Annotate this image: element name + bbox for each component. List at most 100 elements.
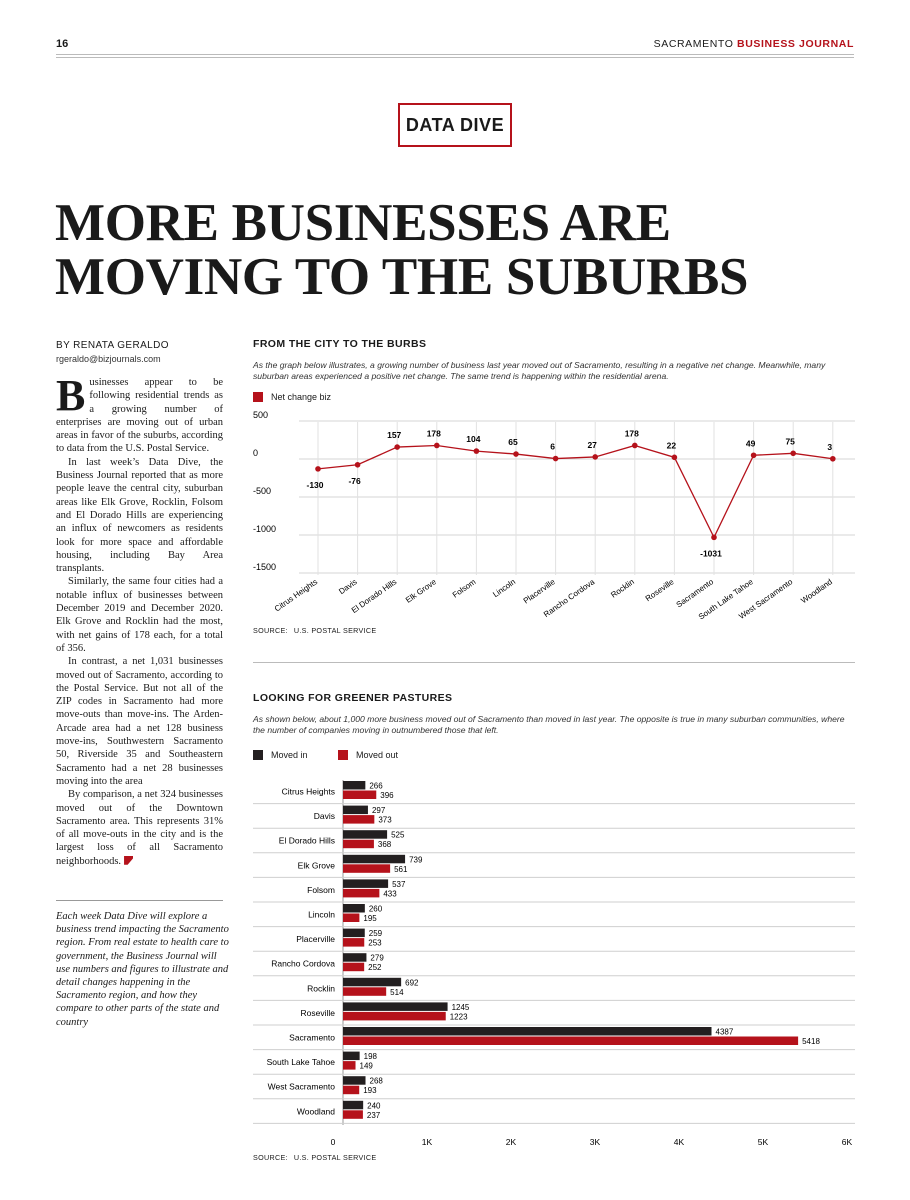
bar-chart-category-label: Rocklin xyxy=(307,983,335,993)
bar-chart-bar xyxy=(343,1027,712,1036)
line-chart-data-label: -76 xyxy=(348,476,361,486)
line-chart-point xyxy=(790,450,796,457)
bar-chart-bar xyxy=(343,830,388,839)
bar-chart-bar xyxy=(343,790,377,799)
bar-chart-x-tick-label: 4K xyxy=(674,1137,685,1147)
line-chart-point xyxy=(434,442,440,449)
bar-chart-category-label: Roseville xyxy=(301,1008,336,1018)
bar-chart-bar xyxy=(343,953,367,962)
bar-chart-category-label: Folsom xyxy=(307,885,335,895)
kicker-box: DATA DIVE xyxy=(398,103,512,147)
bar-chart-bar xyxy=(343,987,387,996)
bar-chart-category-label: Placerville xyxy=(296,934,335,944)
masthead-brand: BUSINESS JOURNAL xyxy=(737,38,854,50)
bar-chart-value-label: 279 xyxy=(370,954,384,963)
legend-moved-out-label: Moved out xyxy=(356,750,399,760)
line-chart-point xyxy=(315,466,321,472)
bar-chart-bar xyxy=(343,888,380,898)
bar-chart-value-label: 525 xyxy=(391,831,405,840)
bar-chart-value-label: 514 xyxy=(390,988,404,997)
line-chart-x-tick-label: Rocklin xyxy=(609,577,636,599)
bar-chart-bar xyxy=(343,1100,364,1110)
bar-chart-category-label: Sacramento xyxy=(289,1033,335,1043)
bar-chart-bar xyxy=(343,815,375,824)
bar-chart-value-label: 373 xyxy=(378,816,392,825)
bar-chart-source: SOURCE: U.S. POSTAL SERVICE xyxy=(253,1153,377,1162)
line-chart-y-tick-label: -1500 xyxy=(253,562,276,572)
line-chart-data-label: 104 xyxy=(466,434,480,444)
line-chart-x-tick-label: Elk Grove xyxy=(404,577,438,605)
bar-chart-bar xyxy=(343,1051,360,1061)
article-paragraph-4: In contrast, a net 1,031 businesses move… xyxy=(56,656,223,787)
line-chart-data-label: 178 xyxy=(427,428,441,438)
legend-moved-in-swatch xyxy=(253,750,263,760)
bar-chart-bar xyxy=(343,781,366,790)
byline-email[interactable]: rgeraldo@bizjournals.com xyxy=(56,354,161,364)
end-mark-icon xyxy=(124,855,134,865)
bar-chart-value-label: 149 xyxy=(360,1062,374,1071)
line-chart-x-tick-label: Sacramento xyxy=(675,577,716,609)
line-chart-point xyxy=(632,442,638,449)
sidebar-note: Each week Data Dive will explore a busin… xyxy=(56,911,229,1028)
byline: BY RENATA GERALDO xyxy=(56,340,169,351)
bar-chart-value-label: 237 xyxy=(367,1111,381,1120)
article-paragraph-3: Similarly, the same four cities had a no… xyxy=(56,576,223,654)
legend-net-change-swatch xyxy=(253,392,263,402)
bar-chart-bar xyxy=(343,805,368,815)
line-chart-source: SOURCE: U.S. POSTAL SERVICE xyxy=(253,626,377,635)
bar-chart-bar xyxy=(343,1110,363,1119)
line-chart-data-label: 3 xyxy=(827,442,832,452)
drop-cap: B xyxy=(56,371,86,420)
bar-chart-x-tick-label: 0 xyxy=(331,1137,336,1147)
bar-chart-bar xyxy=(343,962,365,972)
bar-chart-value-label: 240 xyxy=(367,1101,381,1110)
line-chart-data-label: 22 xyxy=(667,440,677,450)
bar-chart-category-label: Citrus Heights xyxy=(282,787,335,797)
bar-chart-subtitle: As shown below, about 1,000 more busines… xyxy=(253,714,845,735)
bar-chart-bar xyxy=(343,928,365,938)
legend-net-change-label: Net change biz xyxy=(271,392,332,402)
line-chart-x-tick-label: Davis xyxy=(337,577,359,596)
bar-chart-bar xyxy=(343,864,391,873)
bar-chart-bar xyxy=(343,1085,360,1095)
line-chart-data-label: 157 xyxy=(387,430,401,440)
line-chart-point xyxy=(394,444,401,450)
bar-chart-bar xyxy=(343,938,365,947)
line-chart-y-tick-label: -500 xyxy=(253,486,271,496)
bar-chart-bar xyxy=(343,1002,448,1011)
line-chart-x-tick-label: El Dorado Hills xyxy=(350,577,399,615)
bar-chart-value-label: 561 xyxy=(394,865,408,874)
line-chart-data-label: 178 xyxy=(625,428,639,438)
legend-moved-out-swatch xyxy=(338,750,348,760)
line-chart-y-tick-label: -1000 xyxy=(253,524,276,534)
line-chart-x-tick-label: Lincoln xyxy=(491,577,517,599)
bar-chart-category-label: Rancho Cordova xyxy=(271,959,335,969)
line-chart-point xyxy=(552,455,559,462)
header-rule-secondary xyxy=(56,57,854,58)
bar-chart-bar xyxy=(343,854,406,864)
line-chart-point xyxy=(711,534,717,541)
line-chart-point xyxy=(513,451,519,457)
article-paragraph-2: In last week’s Data Dive, the Business J… xyxy=(56,456,223,575)
line-chart-x-tick-label: West Sacramento xyxy=(737,577,795,621)
line-chart-point xyxy=(473,448,480,454)
bar-chart-category-label: Elk Grove xyxy=(298,860,336,870)
bar-chart-value-label: 297 xyxy=(372,806,386,815)
bar-chart-value-label: 739 xyxy=(409,855,423,864)
line-chart-point xyxy=(671,454,678,461)
masthead-prefix: SACRAMENTO xyxy=(653,38,734,50)
line-chart-x-tick-label: Roseville xyxy=(644,577,676,603)
kicker-label: DATA DIVE xyxy=(405,114,505,135)
headline-line-1: MORE BUSINESSES ARE xyxy=(55,194,671,252)
bar-chart-value-label: 198 xyxy=(364,1052,378,1061)
bar-chart-value-label: 260 xyxy=(369,905,383,914)
bar-chart-bar xyxy=(343,839,374,849)
headline: MORE BUSINESSES ARE MOVING TO THE SUBURB… xyxy=(55,196,855,304)
sidebar-rule xyxy=(56,900,223,901)
page-number: 16 xyxy=(56,38,69,50)
legend-moved-in-label: Moved in xyxy=(271,750,308,760)
bar-chart-category-label: West Sacramento xyxy=(268,1082,336,1092)
bar-chart-category-label: El Dorado Hills xyxy=(279,836,335,846)
bar-chart-value-label: 253 xyxy=(368,939,382,948)
line-chart-point xyxy=(750,452,757,459)
